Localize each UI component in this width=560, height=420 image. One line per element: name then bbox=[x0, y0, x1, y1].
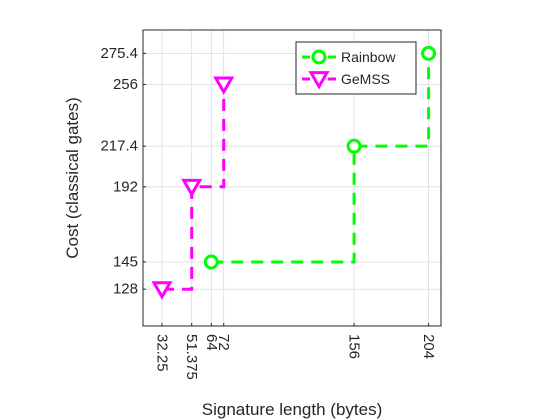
x-tick-label: 51.375 bbox=[183, 334, 200, 380]
series-gemss bbox=[151, 76, 235, 300]
data-point-rainbow bbox=[346, 138, 362, 154]
plot-area-border bbox=[142, 29, 442, 327]
legend-marker-rainbow bbox=[311, 49, 327, 65]
x-axis-label: Signature length (bytes) bbox=[202, 400, 383, 419]
x-tick-label: 156 bbox=[346, 334, 363, 359]
x-tick-label: 32.25 bbox=[154, 334, 171, 372]
y-tick-label: 128 bbox=[113, 281, 138, 298]
y-tick-label: 192 bbox=[113, 178, 138, 195]
x-tick-label: 204 bbox=[420, 334, 437, 359]
y-tick-label: 275.4 bbox=[100, 45, 138, 62]
data-point-gemss bbox=[213, 76, 235, 96]
series-layer bbox=[151, 45, 437, 300]
legend: Rainbow GeMSS bbox=[295, 41, 417, 95]
legend-label-rainbow: Rainbow bbox=[341, 49, 396, 65]
y-tick-label: 145 bbox=[113, 254, 138, 271]
legend-label-gemss: GeMSS bbox=[341, 71, 390, 87]
series-rainbow bbox=[203, 45, 437, 270]
data-point-rainbow bbox=[421, 45, 437, 61]
series-line-rainbow bbox=[211, 53, 431, 264]
data-point-gemss bbox=[151, 281, 173, 300]
y-tick-label: 217.4 bbox=[100, 138, 138, 155]
y-tick-label: 256 bbox=[113, 76, 138, 93]
x-tick-label: 64 bbox=[203, 334, 220, 351]
legend-marker-gemss bbox=[308, 71, 330, 90]
x-tick-label: 72 bbox=[215, 334, 232, 351]
data-point-rainbow bbox=[203, 254, 219, 270]
data-point-gemss bbox=[181, 178, 203, 198]
y-axis-label: Cost (classical gates) bbox=[63, 97, 82, 259]
